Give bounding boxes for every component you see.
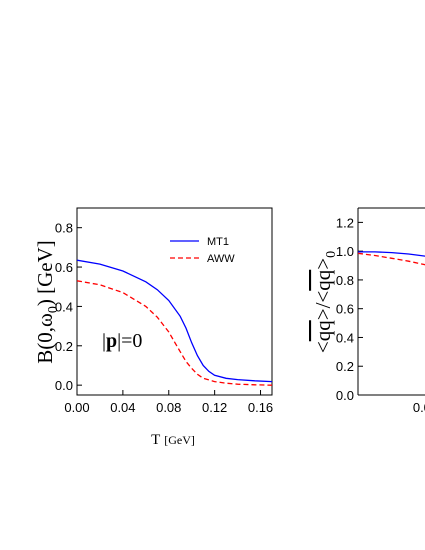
x-tick-label-left: 0.08	[156, 400, 181, 415]
y-tick-label-right: 1.0	[336, 244, 354, 259]
y-axis-label-left: B(0,ω0) [GeV]	[33, 240, 61, 363]
x-tick-label-right: 0.05	[413, 400, 425, 415]
momentum-annotation: |p|=0	[102, 330, 142, 352]
x-axis-label-left: T [GeV]	[151, 432, 195, 448]
legend-label-aww: AWW	[207, 253, 235, 265]
x-tick-label-left: 0.00	[64, 400, 89, 415]
series-line-left-mt1	[77, 259, 272, 383]
legend-label-mt1: MT1	[207, 236, 229, 248]
chart-right: 0.05 0.0 0.2 0.4 0.6 0.8 1.0 1.2 <qq>/<qq>0	[311, 207, 425, 415]
series-left	[77, 259, 272, 386]
ticks-right: 0.05 0.0 0.2 0.4 0.6 0.8 1.0 1.2	[336, 215, 425, 415]
x-tick-label-left: 0.12	[202, 400, 227, 415]
series-line-right-solid	[358, 251, 425, 257]
y-axis-label-right: <qq>/<qq>0	[311, 251, 339, 353]
y-tick-label-left: 0.0	[55, 378, 73, 393]
y-tick-label-right: 1.2	[336, 215, 354, 230]
y-tick-label-left: 0.8	[55, 221, 73, 236]
y-tick-label-left: 0.6	[55, 260, 73, 275]
y-tick-label-right: 0.0	[336, 388, 354, 403]
y-tick-label-right: 0.8	[336, 273, 354, 288]
x-tick-label-left: 0.04	[110, 400, 135, 415]
ticks-left: 0.00 0.04 0.08 0.12 0.16 0.0 0.2 0.4 0.6 0.8	[55, 221, 273, 415]
chart-left: 0.00 0.04 0.08 0.12 0.16 0.0 0.2 0.4 0.6 0.8 B(0,…	[33, 207, 273, 448]
series-line-left-aww	[77, 280, 272, 386]
series-right	[358, 251, 425, 266]
y-tick-label-left: 0.4	[55, 299, 73, 314]
y-tick-label-left: 0.2	[55, 339, 73, 354]
legend: MT1 AWW	[170, 236, 235, 265]
series-line-right-dashed	[358, 252, 425, 266]
y-tick-label-right: 0.4	[336, 330, 354, 345]
y-tick-label-right: 0.6	[336, 302, 354, 317]
x-tick-label-left: 0.16	[248, 400, 273, 415]
plot-frame-left	[76, 207, 273, 396]
y-tick-label-right: 0.2	[336, 359, 354, 374]
